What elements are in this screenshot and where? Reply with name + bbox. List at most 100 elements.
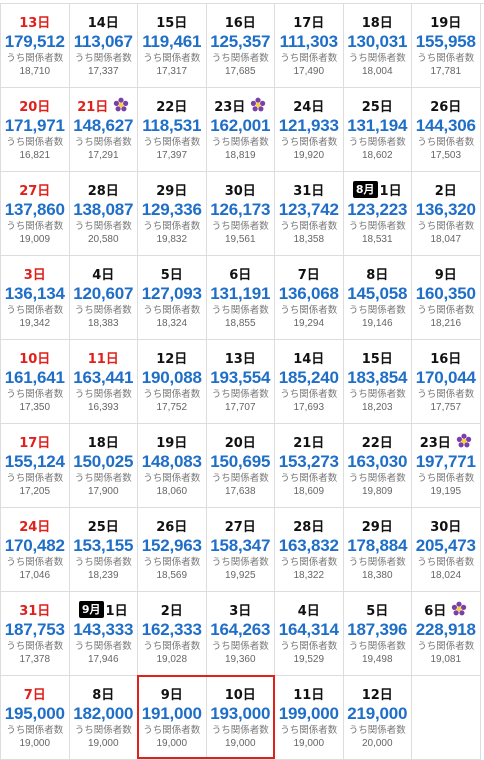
day-label: 20日 [224, 435, 256, 451]
day-header: 12日 [344, 682, 412, 704]
day-header: 8日 [344, 262, 412, 284]
day-cell: 31日 187,753 うち関係者数 17,378 [1, 592, 70, 676]
day-header: 14日 [275, 346, 343, 368]
staff-label: うち関係者数 [417, 473, 475, 484]
staff-count: 20,580 [87, 234, 119, 245]
staff-count: 17,638 [224, 486, 256, 497]
staff-label: うち関係者数 [74, 53, 132, 64]
day-header: 25日 [70, 514, 138, 536]
staff-label: うち関係者数 [417, 389, 475, 400]
staff-count: 17,490 [293, 66, 325, 77]
day-label: 29日 [361, 519, 393, 535]
staff-count: 17,693 [293, 402, 325, 413]
day-cell: 28日 138,087 うち関係者数 20,580 [69, 172, 138, 256]
staff-count: 17,317 [156, 66, 188, 77]
staff-count: 19,561 [224, 234, 256, 245]
staff-count: 18,324 [156, 318, 188, 329]
staff-label: うち関係者数 [348, 137, 406, 148]
day-header: 2日 [412, 178, 480, 200]
day-header: 21日 [70, 94, 138, 116]
staff-label: うち関係者数 [348, 221, 406, 232]
total-visitors: 150,695 [210, 452, 271, 471]
day-cell: 16日 170,044 うち関係者数 17,757 [412, 340, 481, 424]
staff-count: 17,205 [19, 486, 51, 497]
day-cell: 18日 130,031 うち関係者数 18,004 [343, 4, 412, 88]
day-cell: 29日 178,884 うち関係者数 18,380 [343, 508, 412, 592]
day-cell: 27日 137,860 うち関係者数 19,009 [1, 172, 70, 256]
day-label: 7日 [297, 267, 320, 283]
staff-count: 18,358 [293, 234, 325, 245]
day-label: 10日 [224, 687, 256, 703]
staff-count: 19,925 [224, 570, 256, 581]
staff-count: 19,009 [19, 234, 51, 245]
total-visitors: 193,554 [210, 368, 271, 387]
staff-label: うち関係者数 [348, 725, 406, 736]
day-header: 10日 [1, 346, 69, 368]
day-header: 30日 [412, 514, 480, 536]
total-visitors: 183,854 [347, 368, 408, 387]
total-visitors: 193,000 [210, 704, 271, 723]
day-cell: 24日 170,482 うち関係者数 17,046 [1, 508, 70, 592]
total-visitors: 123,742 [278, 200, 339, 219]
day-header: 17日 [1, 430, 69, 452]
day-cell: 8日 182,000 うち関係者数 19,000 [69, 676, 138, 760]
staff-count: 19,920 [293, 150, 325, 161]
staff-count: 19,081 [430, 654, 462, 665]
day-cell: 15日 119,461 うち関係者数 17,317 [138, 4, 207, 88]
total-visitors: 161,641 [4, 368, 65, 387]
staff-label: うち関係者数 [143, 221, 201, 232]
staff-label: うち関係者数 [348, 53, 406, 64]
staff-count: 18,569 [156, 570, 188, 581]
day-cell: 17日 111,303 うち関係者数 17,490 [275, 4, 344, 88]
day-header: 23日 [412, 430, 480, 452]
day-label: 5日 [160, 267, 183, 283]
day-header: 4日 [70, 262, 138, 284]
staff-count: 17,291 [87, 150, 119, 161]
purple-flower-icon [250, 97, 266, 113]
staff-label: うち関係者数 [6, 725, 64, 736]
staff-label: うち関係者数 [280, 221, 338, 232]
total-visitors: 121,933 [278, 116, 339, 135]
total-visitors: 155,124 [4, 452, 65, 471]
day-header: 13日 [207, 346, 275, 368]
day-label: 27日 [224, 519, 256, 535]
staff-count: 19,000 [156, 738, 188, 749]
staff-label: うち関係者数 [143, 305, 201, 316]
staff-count: 18,855 [224, 318, 256, 329]
staff-count: 17,337 [87, 66, 119, 77]
total-visitors: 136,134 [4, 284, 65, 303]
day-cell: 13日 179,512 うち関係者数 18,710 [1, 4, 70, 88]
day-header: 3日 [1, 262, 69, 284]
staff-label: うち関係者数 [280, 389, 338, 400]
total-visitors: 143,333 [73, 620, 134, 639]
staff-label: うち関係者数 [348, 557, 406, 568]
staff-label: うち関係者数 [143, 473, 201, 484]
staff-label: うち関係者数 [211, 137, 269, 148]
day-header: 30日 [207, 178, 275, 200]
staff-count: 18,216 [430, 318, 462, 329]
day-label: 17日 [19, 435, 51, 451]
day-cell: 5日 187,396 うち関係者数 19,498 [343, 592, 412, 676]
staff-label: うち関係者数 [6, 53, 64, 64]
staff-label: うち関係者数 [211, 389, 269, 400]
staff-count: 17,378 [19, 654, 51, 665]
staff-count: 18,203 [361, 402, 393, 413]
day-cell: 7日 195,000 うち関係者数 19,000 [1, 676, 70, 760]
staff-count: 17,046 [19, 570, 51, 581]
day-label: 9日 [160, 687, 183, 703]
day-cell: 26日 152,963 うち関係者数 18,569 [138, 508, 207, 592]
staff-count: 17,503 [430, 150, 462, 161]
day-cell: 6日 131,191 うち関係者数 18,855 [206, 256, 275, 340]
day-header: 22日 [138, 94, 206, 116]
day-header: 21日 [275, 430, 343, 452]
day-header: 5日 [344, 598, 412, 620]
staff-label: うち関係者数 [6, 221, 64, 232]
staff-count: 18,531 [361, 234, 393, 245]
total-visitors: 170,044 [415, 368, 476, 387]
day-label: 14日 [87, 15, 119, 31]
total-visitors: 144,306 [415, 116, 476, 135]
staff-label: うち関係者数 [211, 473, 269, 484]
staff-count: 17,900 [87, 486, 119, 497]
staff-label: うち関係者数 [74, 221, 132, 232]
total-visitors: 138,087 [73, 200, 134, 219]
